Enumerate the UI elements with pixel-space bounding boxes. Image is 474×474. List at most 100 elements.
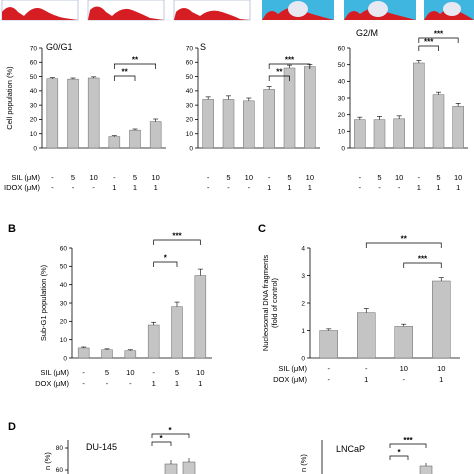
- bar: [393, 118, 405, 149]
- significance-bracket: [418, 45, 439, 51]
- histogram-panel: [1, 0, 79, 21]
- chart-du145: 80 60 n (%) DU-145 * *: [43, 426, 196, 474]
- bar: [419, 465, 433, 474]
- condition-value: 10: [306, 173, 314, 182]
- condition-row-label: DOX (μM): [273, 375, 307, 384]
- y-axis-label-fragment: n (%): [299, 454, 308, 472]
- panel-label-c: C: [258, 223, 266, 235]
- bar: [87, 77, 100, 149]
- bar: [202, 99, 214, 149]
- y-tick-label: 40: [30, 88, 38, 95]
- y-tick-label: 20: [60, 319, 68, 326]
- y-tick-label: 50: [338, 62, 346, 69]
- significance-label: ***: [434, 30, 444, 39]
- condition-value: -: [106, 379, 109, 388]
- condition-value: 10: [151, 173, 159, 182]
- bar: [108, 136, 121, 149]
- condition-value: 1: [198, 379, 202, 388]
- bar: [432, 280, 451, 359]
- y-tick-label: 40: [186, 88, 194, 95]
- condition-row-label: DOX (μM): [35, 379, 69, 388]
- significance-bracket: [153, 261, 178, 267]
- bar: [101, 349, 113, 359]
- y-tick-label: 60: [60, 245, 68, 252]
- condition-value: 1: [112, 183, 116, 192]
- y-tick-label: 50: [186, 74, 194, 81]
- chart-dna-fragments: 0 1 2 3 4 Nucleosomal DNA fragments(fold of c…: [261, 235, 460, 384]
- bar: [77, 347, 90, 359]
- chart-title: DU-145: [86, 442, 117, 452]
- y-tick-label: 20: [186, 117, 194, 124]
- condition-value: 1: [175, 379, 179, 388]
- bar: [129, 129, 141, 149]
- condition-value: 5: [71, 173, 75, 182]
- y-tick-label: 30: [338, 95, 346, 102]
- condition-value: 5: [105, 368, 109, 377]
- condition-value: 10: [400, 364, 408, 373]
- chart-g0g1: 0 10 20 30 40 50 60 70 G0/G1 Cell population (%) S…: [4, 42, 166, 192]
- condition-value: 10: [89, 173, 97, 182]
- condition-value: 1: [267, 183, 271, 192]
- bar: [171, 306, 183, 359]
- bar: [354, 119, 366, 149]
- y-tick-label: 4: [301, 245, 305, 252]
- condition-value: 1: [133, 183, 137, 192]
- condition-value: 10: [126, 368, 134, 377]
- bar: [263, 89, 275, 149]
- y-tick-label: 0: [33, 145, 37, 152]
- significance-label: **: [132, 56, 139, 65]
- histogram-panel: [173, 0, 251, 21]
- y-tick-label: 50: [60, 264, 68, 271]
- condition-value: -: [207, 183, 210, 192]
- significance-label: ***: [424, 38, 434, 47]
- y-tick-label: 10: [60, 337, 68, 344]
- condition-value: -: [113, 173, 116, 182]
- condition-value: -: [248, 183, 251, 192]
- condition-value: 1: [152, 379, 156, 388]
- condition-value: -: [129, 379, 132, 388]
- panel-label-b: B: [8, 223, 16, 235]
- condition-value: -: [378, 183, 381, 192]
- y-tick-label: 10: [338, 129, 346, 136]
- bar: [149, 121, 162, 149]
- significance-label: **: [276, 68, 283, 77]
- bar: [373, 119, 386, 149]
- bar: [164, 463, 178, 474]
- condition-value: 1: [364, 375, 368, 384]
- condition-value: -: [365, 364, 368, 373]
- chart-sub-g1: 0 10 20 30 40 50 60 Sub-G1 population (%) SIL (μ…: [35, 232, 212, 388]
- condition-value: 10: [245, 173, 253, 182]
- significance-label: *: [164, 254, 168, 263]
- condition-value: 1: [287, 183, 291, 192]
- bar: [46, 78, 59, 149]
- histogram-panel: [344, 0, 416, 20]
- significance-label: ***: [403, 436, 413, 445]
- y-tick-label: 50: [30, 74, 38, 81]
- condition-value: -: [359, 173, 362, 182]
- bar: [452, 106, 464, 149]
- condition-value: -: [328, 375, 331, 384]
- condition-row-label: SIL (μM): [40, 368, 69, 377]
- y-tick-label: 40: [60, 282, 68, 289]
- y-axis-label: Cell population (%): [5, 66, 14, 130]
- significance-bracket: [389, 443, 427, 448]
- y-tick-label: 30: [186, 102, 194, 109]
- bar: [319, 330, 338, 359]
- y-tick-label: 2: [301, 300, 305, 307]
- y-tick-label: 10: [30, 131, 38, 138]
- condition-value: -: [72, 183, 75, 192]
- condition-value: 5: [436, 173, 440, 182]
- y-tick-label: 30: [60, 300, 68, 307]
- chart-title: S: [200, 42, 206, 52]
- significance-bracket: [268, 63, 311, 69]
- significance-label: **: [122, 68, 129, 77]
- significance-label: **: [401, 235, 408, 244]
- y-tick-label: 60: [56, 467, 64, 474]
- y-tick-label: 0: [63, 355, 67, 362]
- condition-value: 10: [395, 173, 403, 182]
- bar: [304, 66, 316, 149]
- condition-row-label: SIL (μM): [11, 173, 40, 182]
